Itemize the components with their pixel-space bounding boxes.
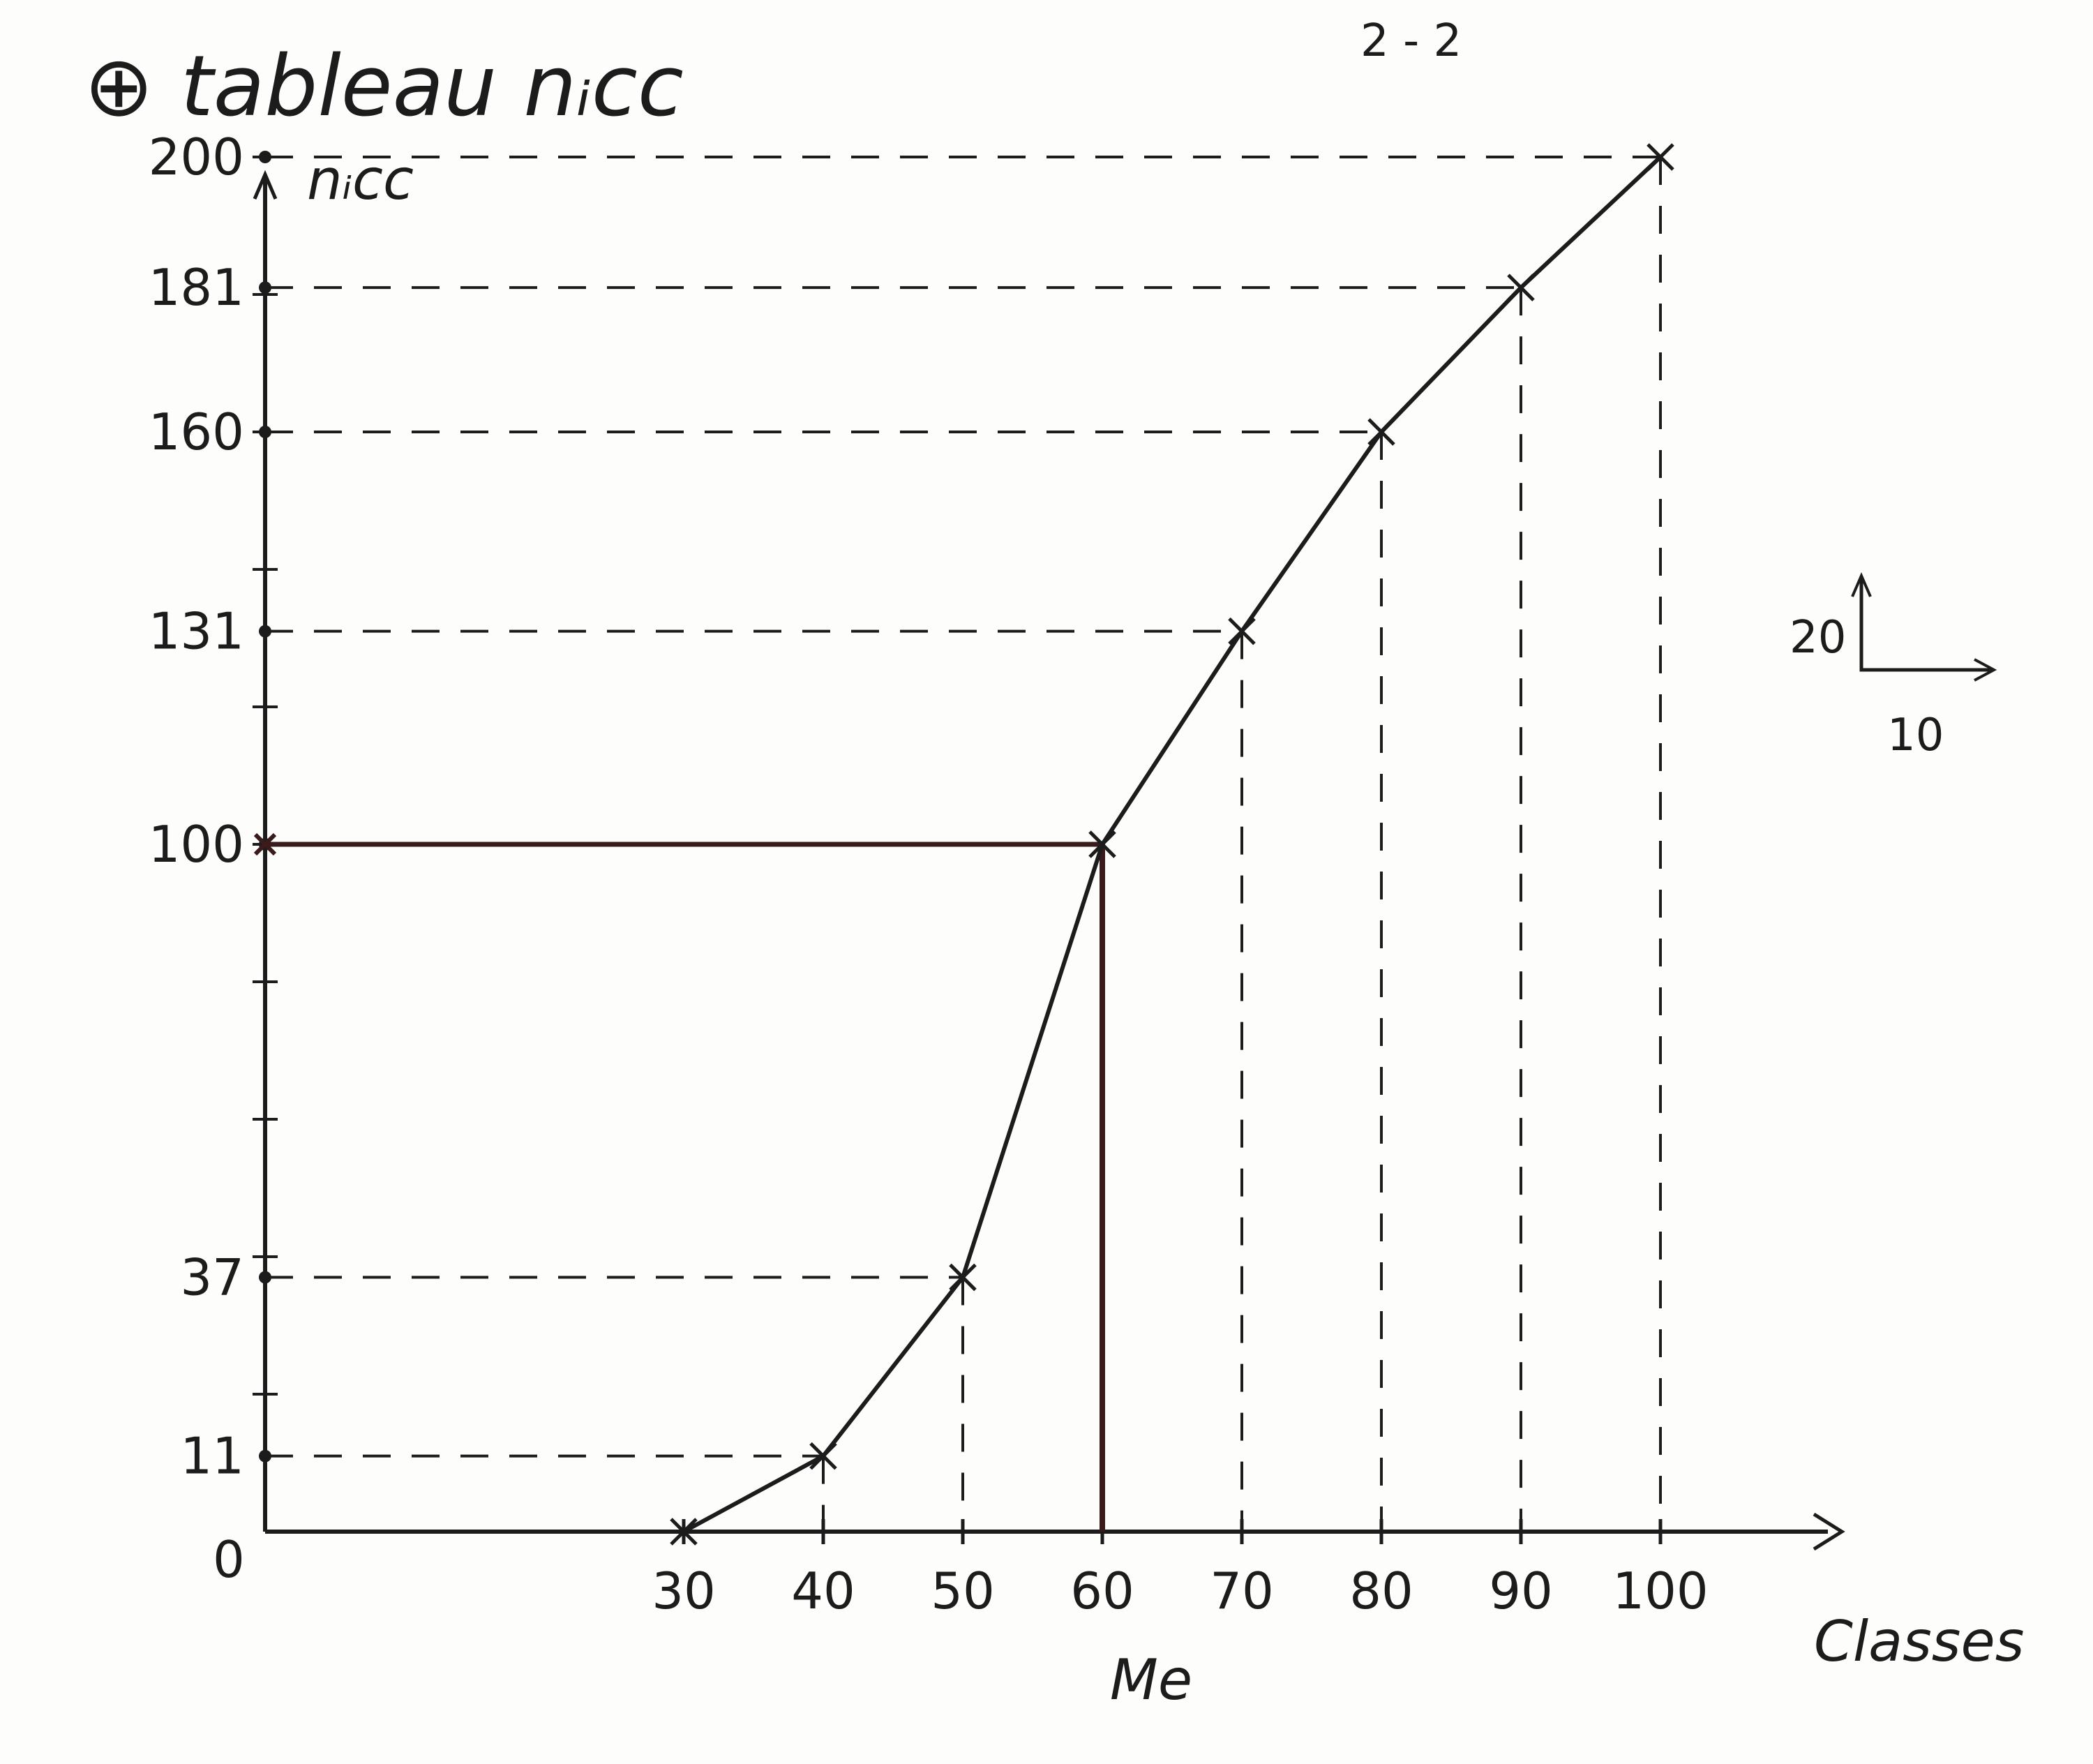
data-point-60 (1088, 830, 1116, 858)
x-axis-arrow (1813, 1512, 1845, 1551)
x-tick-label-50: 50 (931, 1562, 995, 1620)
scale-legend-x-unit: 10 (1887, 710, 1944, 761)
y-tick-label-11: 11 (180, 1427, 244, 1486)
data-point-50 (949, 1263, 977, 1292)
median-label: Me (1110, 1647, 1192, 1712)
axis-ticks: 11 37 100 131 160 181 200 30 40 50 60 70 80 90 100 (149, 128, 1709, 1620)
data-point-70 (1228, 617, 1256, 645)
median-y-marker (253, 832, 277, 856)
x-tick-label-100: 100 (1612, 1562, 1708, 1620)
data-point-80 (1367, 418, 1395, 446)
scale-legend-y-arrow (1851, 571, 1872, 597)
x-tick-label-40: 40 (791, 1562, 855, 1620)
data-point-90 (1507, 274, 1535, 301)
scale-legend-axes (1859, 579, 1992, 672)
y-tick-label-160: 160 (149, 403, 244, 461)
y-tick-label-181: 181 (149, 258, 244, 317)
scale-legend: 20 10 (1790, 571, 1997, 761)
x-tick-label-60: 60 (1070, 1562, 1134, 1620)
y-dot-131 (259, 625, 271, 638)
x-axis-label: Classes (1814, 1609, 2024, 1674)
scale-legend-x-arrow (1974, 658, 1997, 682)
y-dot-11 (259, 1449, 271, 1463)
x-tick-label-80: 80 (1349, 1562, 1413, 1620)
y-tick-label-37: 37 (180, 1248, 244, 1307)
y-tick-label-200: 200 (149, 128, 244, 186)
median-construction: Me (253, 832, 1192, 1712)
cumulative-series (670, 143, 1674, 1546)
data-point-40 (809, 1442, 837, 1470)
y-tick-label-100: 100 (149, 815, 244, 874)
data-point-30 (670, 1518, 698, 1546)
y-dot-181 (259, 281, 271, 294)
x-tick-label-90: 90 (1489, 1562, 1553, 1620)
x-tick-label-70: 70 (1210, 1562, 1274, 1620)
ogive-line (682, 155, 1663, 1534)
y-axis-arrow (253, 170, 278, 200)
scale-legend-y-unit: 20 (1790, 612, 1846, 664)
x-tick-label-30: 30 (652, 1562, 716, 1620)
corner-note: 2 - 2 (1360, 15, 1462, 67)
y-dot-200 (259, 151, 271, 163)
y-tick-label-131: 131 (149, 602, 244, 661)
origin-label: 0 (213, 1530, 245, 1589)
data-point-100 (1646, 143, 1674, 171)
guide-lines (265, 156, 1662, 1532)
chart-title: ⊕ tableau nᵢcc (84, 38, 684, 135)
y-dot-160 (259, 426, 271, 438)
y-dot-37 (259, 1271, 271, 1284)
